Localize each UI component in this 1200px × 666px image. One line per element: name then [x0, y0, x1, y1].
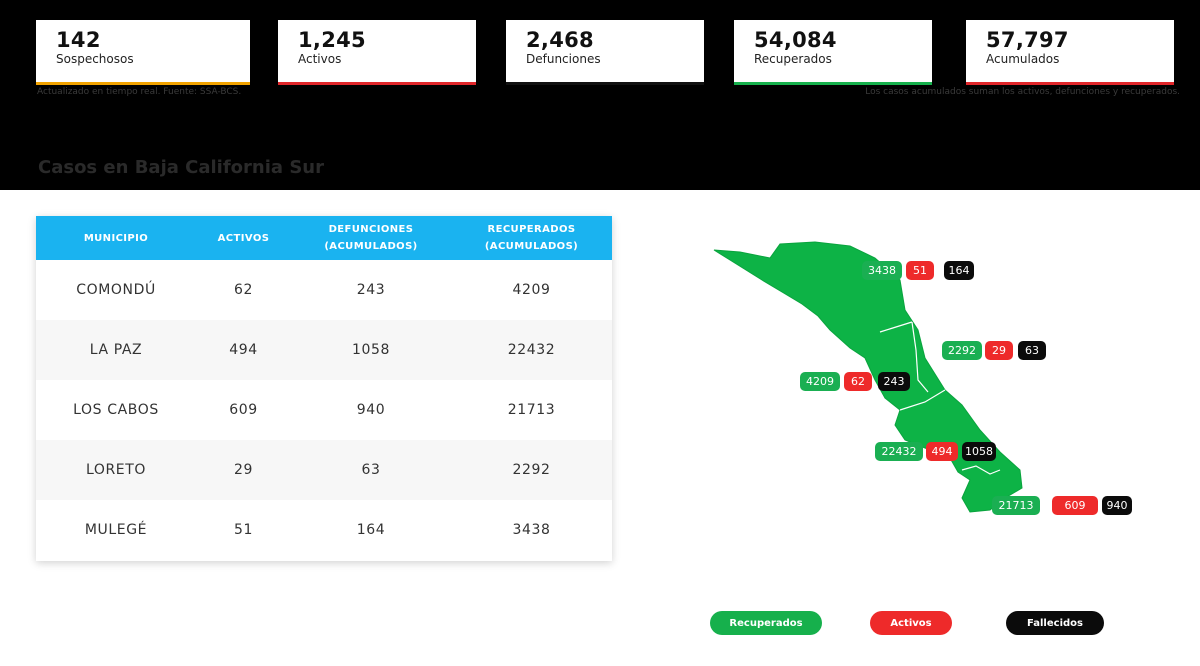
stat-card-recuperados: 54,084 Recuperados — [734, 20, 932, 85]
stat-label: Acumulados — [986, 52, 1060, 66]
cell-municipio: COMONDÚ — [76, 282, 156, 298]
cell-activos: 29 — [233, 462, 253, 478]
stat-value: 54,084 — [754, 28, 837, 52]
stat-card-acumulados: 57,797 Acumulados — [966, 20, 1174, 85]
header-municipio: MUNICIPIO — [83, 232, 149, 244]
marker-comondu-activos: 62 — [844, 372, 872, 391]
table-row: LORETO 29 63 2292 — [36, 440, 612, 500]
cell-defunciones: 1058 — [351, 342, 391, 358]
stat-label: Recuperados — [754, 52, 832, 66]
legend-recuperados: Recuperados — [710, 611, 822, 635]
stat-underline — [966, 82, 1174, 85]
cell-defunciones: 63 — [361, 462, 381, 478]
source-note: Actualizado en tiempo real. Fuente: SSA-… — [37, 87, 242, 97]
cell-activos: 494 — [229, 342, 258, 358]
header-defunciones: DEFUNCIONES (ACUMULADOS) — [324, 224, 418, 252]
stat-card-defunciones: 2,468 Defunciones — [506, 20, 704, 85]
bcs-map: 3438 51 164 2292 29 63 4209 62 243 22432… — [700, 230, 1150, 530]
stat-value: 57,797 — [986, 28, 1069, 52]
accumulated-note: Los casos acumulados suman los activos, … — [865, 87, 1180, 97]
marker-mulege-recuperados: 3438 — [862, 261, 902, 280]
marker-lapaz-fallecidos: 1058 — [962, 442, 996, 461]
border-lapaz-loscabos — [961, 465, 1001, 475]
cell-recuperados: 21713 — [507, 402, 556, 418]
stat-underline — [506, 82, 704, 85]
cell-recuperados: 4209 — [512, 282, 551, 298]
cell-municipio: LA PAZ — [89, 342, 143, 358]
marker-loscabos-recuperados: 21713 — [992, 496, 1040, 515]
header-activos: ACTIVOS — [217, 232, 270, 244]
stat-underline — [734, 82, 932, 85]
cell-recuperados: 22432 — [507, 342, 556, 358]
stat-underline — [36, 82, 250, 85]
cell-activos: 51 — [233, 522, 253, 538]
marker-lapaz-activos: 494 — [926, 442, 958, 461]
cell-activos: 609 — [229, 402, 258, 418]
marker-loreto-fallecidos: 63 — [1018, 341, 1046, 360]
marker-mulege-fallecidos: 164 — [944, 261, 974, 280]
stat-underline — [278, 82, 476, 85]
marker-comondu-fallecidos: 243 — [878, 372, 910, 391]
cell-defunciones: 164 — [356, 522, 386, 538]
stat-card-sospechosos: 142 Sospechosos — [36, 20, 250, 85]
cell-municipio: LOS CABOS — [73, 402, 159, 418]
stat-value: 2,468 — [526, 28, 594, 52]
marker-loreto-activos: 29 — [985, 341, 1013, 360]
cell-defunciones: 940 — [356, 402, 386, 418]
border-mulege-loreto — [879, 321, 913, 333]
table-row: COMONDÚ 62 243 4209 — [36, 260, 612, 320]
stat-value: 142 — [56, 28, 101, 52]
cell-municipio: MULEGÉ — [84, 522, 148, 538]
header-recuperados: RECUPERADOS (ACUMULADOS) — [484, 224, 579, 252]
marker-loreto-recuperados: 2292 — [942, 341, 982, 360]
border-comondu-lapaz — [899, 389, 946, 411]
cell-recuperados: 3438 — [512, 522, 551, 538]
cases-table: MUNICIPIO ACTIVOS DEFUNCIONES (ACUMULADOS… — [36, 216, 612, 561]
legend-activos: Activos — [870, 611, 952, 635]
stat-value: 1,245 — [298, 28, 366, 52]
table-header: MUNICIPIO ACTIVOS DEFUNCIONES (ACUMULADOS… — [36, 216, 612, 260]
cell-recuperados: 2292 — [512, 462, 551, 478]
table-row: MULEGÉ 51 164 3438 — [36, 500, 612, 560]
border-loreto-comondu — [911, 321, 929, 393]
stat-label: Defunciones — [526, 52, 601, 66]
stat-card-activos: 1,245 Activos — [278, 20, 476, 85]
marker-mulege-activos: 51 — [906, 261, 934, 280]
marker-comondu-recuperados: 4209 — [800, 372, 840, 391]
marker-loscabos-fallecidos: 940 — [1102, 496, 1132, 515]
stat-label: Sospechosos — [56, 52, 134, 66]
section-title: Casos en Baja California Sur — [38, 157, 324, 178]
legend-fallecidos: Fallecidos — [1006, 611, 1104, 635]
cell-activos: 62 — [233, 282, 253, 298]
table-row: LOS CABOS 609 940 21713 — [36, 380, 612, 440]
marker-lapaz-recuperados: 22432 — [875, 442, 923, 461]
cell-defunciones: 243 — [356, 282, 386, 298]
cell-municipio: LORETO — [85, 462, 147, 478]
header-panel: 142 Sospechosos 1,245 Activos 2,468 Defu… — [0, 0, 1200, 190]
marker-loscabos-activos: 609 — [1052, 496, 1098, 515]
table-row: LA PAZ 494 1058 22432 — [36, 320, 612, 380]
stat-label: Activos — [298, 52, 342, 66]
